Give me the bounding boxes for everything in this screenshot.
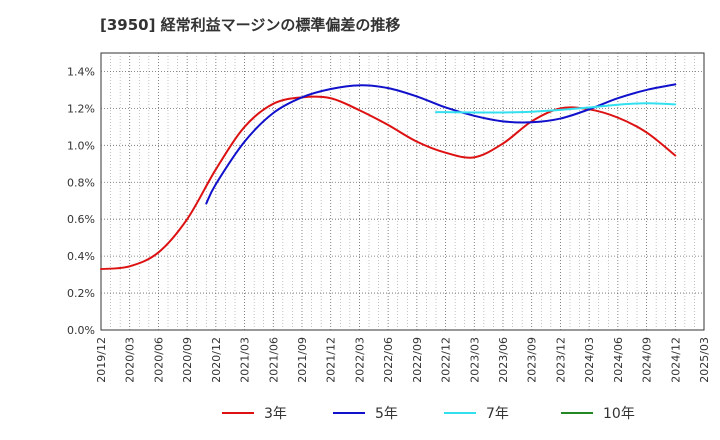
y-tick-label: 0.2% [67,287,95,300]
x-tick-label: 2021/12 [325,337,338,383]
x-tick-label: 2022/12 [440,337,453,383]
x-tick-label: 2021/06 [267,337,280,383]
x-tick-label: 2023/09 [526,337,539,383]
series-line-3 [435,102,677,114]
x-tick-label: 2020/06 [152,337,165,383]
x-tick-label: 2024/12 [669,337,682,383]
series-lines [100,83,677,271]
x-tick-label: 2022/06 [382,337,395,383]
x-tick-label: 2020/03 [124,337,137,383]
y-tick-label: 1.2% [67,102,95,115]
legend-label-4: 10年 [603,406,635,422]
x-tick-label: 2022/09 [411,337,424,383]
x-tick-label: 2024/06 [612,337,625,383]
x-tick-label: 2019/12 [95,337,108,383]
x-tick-label: 2022/03 [353,337,366,383]
y-tick-label: 1.4% [67,65,95,78]
x-tick-label: 2023/03 [468,337,481,383]
y-axis: 0.0% 0.2% 0.4% 0.6% 0.8% 1.0% 1.2% 1.4% [67,65,95,337]
x-tick-label: 2023/12 [554,337,567,383]
legend: 3年 5年 7年 10年 [222,406,635,422]
y-tick-label: 1.0% [67,139,95,152]
x-tick-label: 2020/09 [181,337,194,383]
y-tick-label: 0.0% [67,324,95,337]
legend-label-3: 7年 [486,406,509,422]
x-tick-label: 2023/06 [497,337,510,383]
plot-area [100,52,705,331]
x-tick-label: 2020/12 [210,337,223,383]
x-tick-label: 2024/03 [583,337,596,383]
y-tick-label: 0.8% [67,176,95,189]
y-tick-label: 0.4% [67,250,95,263]
series-line-2 [205,83,677,205]
x-tick-label: 2025/03 [698,337,711,383]
grid [101,53,704,330]
chart-title: [3950] 経常利益マージンの標準偏差の推移 [100,16,400,34]
y-tick-label: 0.6% [67,213,95,226]
legend-label-2: 5年 [375,406,398,422]
x-tick-label: 2024/09 [641,337,654,383]
x-tick-label: 2021/03 [239,337,252,383]
x-tick-label: 2021/09 [296,337,309,383]
legend-label-1: 3年 [264,406,287,422]
x-axis: 2019/12 2020/03 2020/06 2020/09 2020/12 2021/… [95,337,711,383]
